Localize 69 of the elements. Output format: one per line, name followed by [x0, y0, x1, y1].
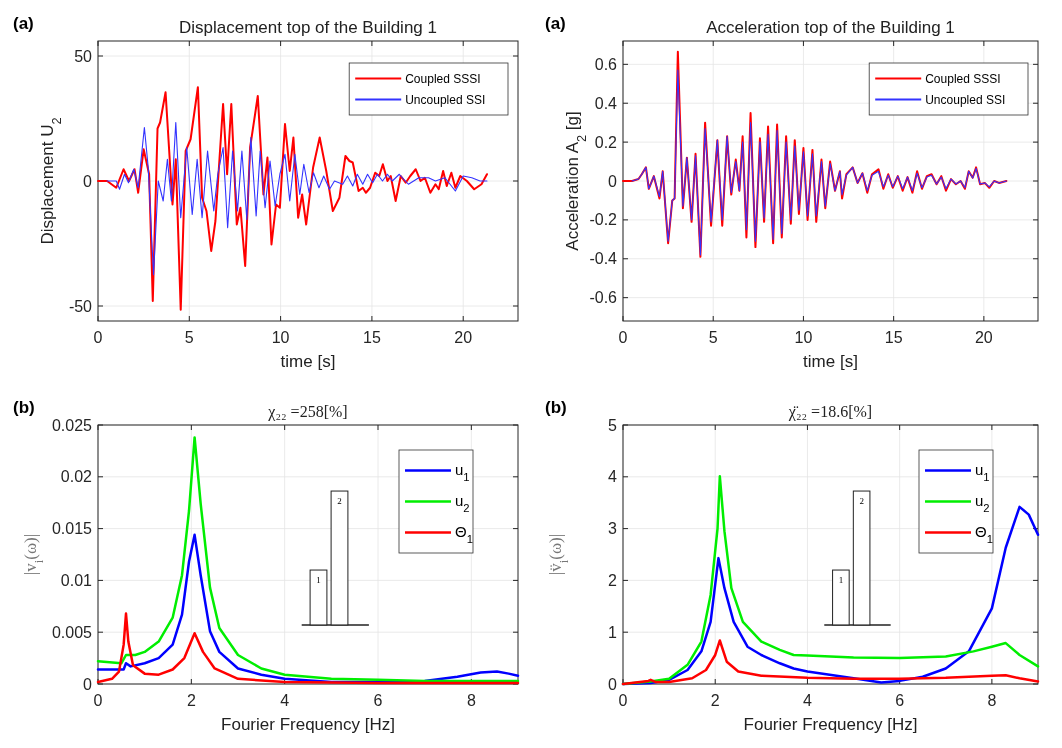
- line-series: [96, 612, 520, 685]
- legend-label: Uncoupled SSI: [925, 92, 1006, 107]
- chart-title: Displacement top of the Building 1: [179, 18, 437, 37]
- x-tick-label: 6: [373, 692, 383, 709]
- legend-label: u$_{2}$: [975, 491, 990, 514]
- x-tick-label: 10: [794, 329, 813, 346]
- legend-label: Coupled SSSI: [925, 71, 1001, 86]
- text: (a): [545, 14, 566, 33]
- y-tick-label: 0.005: [51, 623, 93, 641]
- y-tick-label: -0.6: [589, 289, 618, 307]
- x-tick-label: 15: [363, 329, 381, 346]
- y-tick-label: -50: [68, 297, 93, 315]
- annotation: 1: [316, 575, 321, 586]
- y-tick-label: 0: [83, 172, 93, 190]
- y-tick-label: 0.4: [594, 94, 618, 112]
- legend-label: Coupled SSSI: [405, 71, 481, 86]
- line-series: [96, 436, 520, 683]
- legend-label: u$_{1}$: [975, 460, 990, 483]
- y-tick-label: 50: [74, 47, 93, 65]
- annotation: 2: [859, 496, 864, 507]
- y-tick-label: -0.4: [589, 250, 618, 268]
- text: (b): [13, 398, 35, 417]
- y-tick-label: 1: [608, 623, 618, 641]
- line-series: [106, 121, 488, 276]
- y-tick-label: 0.6: [594, 55, 618, 73]
- y-tick-label: 5: [608, 416, 618, 434]
- text: (b): [545, 398, 567, 417]
- x-axis-title: Fourier Frequency [Hz]: [221, 715, 395, 734]
- x-tick-label: 10: [271, 329, 290, 346]
- legend-label: Uncoupled SSI: [405, 92, 486, 107]
- x-tick-label: 4: [280, 692, 290, 709]
- chart-title: χ̈₂₂ =18.6[%]: [787, 403, 873, 421]
- x-axis-title: time [s]: [280, 352, 336, 371]
- y-tick-label: 0: [83, 675, 93, 693]
- x-tick-label: 8: [466, 692, 476, 709]
- x-tick-label: 6: [895, 692, 905, 709]
- y-tick-label: 0: [608, 675, 618, 693]
- x-axis-title: time [s]: [803, 352, 858, 371]
- x-tick-label: 20: [454, 329, 473, 346]
- chart-title: Acceleration top of the Building 1: [706, 18, 955, 37]
- y-tick-label: 4: [608, 468, 618, 486]
- y-tick-label: 0.01: [60, 571, 93, 589]
- legend-label: Θ$_{1}$: [455, 522, 473, 545]
- x-tick-label: 5: [708, 329, 718, 346]
- legend-label: u$_{2}$: [455, 491, 470, 514]
- y-tick-label: 0.02: [60, 468, 93, 486]
- annotation: 1: [838, 575, 844, 586]
- line-series: [97, 86, 488, 311]
- y-tick-label: 0: [608, 172, 618, 190]
- x-tick-label: 20: [974, 329, 993, 346]
- chart-title: χ₂₂ =258[%]: [267, 403, 348, 421]
- legend-label: Θ$_{1}$: [975, 522, 993, 545]
- x-tick-label: 8: [987, 692, 997, 709]
- x-axis-title: Fourier Frequency [Hz]: [743, 715, 918, 734]
- y-tick-label: 2: [608, 571, 618, 589]
- y-tick-label: 0.015: [51, 520, 93, 538]
- annotation: 2: [337, 496, 342, 507]
- x-tick-label: 2: [186, 692, 196, 709]
- x-tick-label: 2: [710, 692, 720, 709]
- x-tick-label: 4: [802, 692, 812, 709]
- text: (a): [13, 14, 34, 33]
- y-tick-label: 3: [608, 520, 618, 538]
- x-tick-label: 5: [184, 329, 194, 346]
- x-tick-label: 15: [884, 329, 903, 346]
- y-tick-label: 0.025: [51, 416, 93, 434]
- y-tick-label: -0.2: [589, 211, 618, 229]
- y-tick-label: 0.2: [594, 133, 618, 151]
- legend-label: u$_{1}$: [455, 460, 470, 483]
- line-series: [621, 639, 1040, 686]
